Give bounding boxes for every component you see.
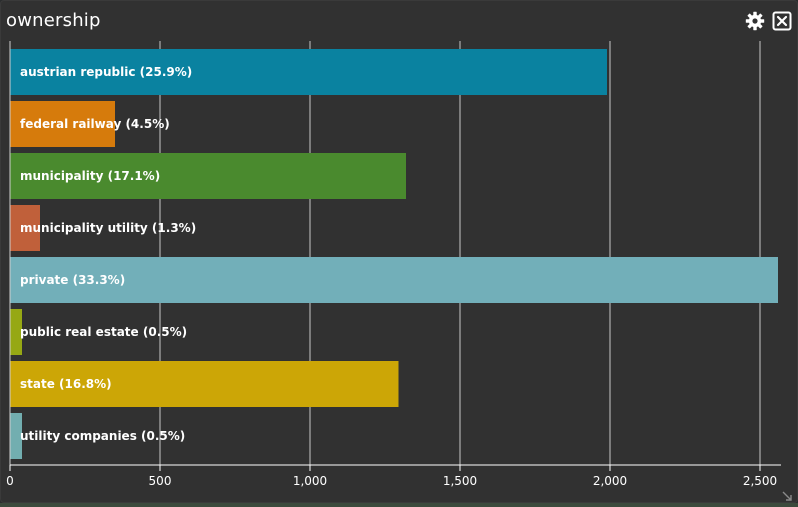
bar bbox=[10, 205, 40, 251]
bar-label: municipality utility (1.3%) bbox=[20, 221, 196, 235]
x-tick-label: 0 bbox=[6, 474, 14, 488]
bar-label: austrian republic (25.9%) bbox=[20, 65, 192, 79]
panel-title: ownership bbox=[6, 10, 101, 31]
x-tick-label: 2,000 bbox=[593, 474, 627, 488]
bar-label: state (16.8%) bbox=[20, 377, 112, 391]
x-tick-label: 500 bbox=[149, 474, 172, 488]
bar bbox=[10, 153, 406, 199]
x-tick-label: 1,500 bbox=[443, 474, 477, 488]
close-icon[interactable] bbox=[772, 11, 792, 31]
bar-label: utility companies (0.5%) bbox=[20, 429, 185, 443]
resize-handle-icon[interactable] bbox=[781, 487, 793, 501]
bar bbox=[10, 309, 22, 355]
bar-label: federal railway (4.5%) bbox=[20, 117, 170, 131]
bar bbox=[10, 101, 115, 147]
bar bbox=[10, 361, 399, 407]
x-tick-label: 1,000 bbox=[293, 474, 327, 488]
gear-icon[interactable] bbox=[745, 11, 765, 31]
bar bbox=[10, 49, 607, 95]
background-map-strip bbox=[0, 503, 798, 507]
bar-label: private (33.3%) bbox=[20, 273, 125, 287]
bar-label: municipality (17.1%) bbox=[20, 169, 160, 183]
ownership-bar-chart: austrian republic (25.9%) federal railway… bbox=[6, 41, 781, 488]
bar bbox=[10, 257, 778, 303]
x-tick-label: 2,500 bbox=[743, 474, 777, 488]
bar-label: public real estate (0.5%) bbox=[20, 325, 187, 339]
bar bbox=[10, 413, 22, 459]
